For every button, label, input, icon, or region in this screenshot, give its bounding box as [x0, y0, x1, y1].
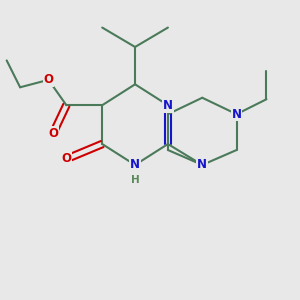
Text: O: O [48, 127, 58, 140]
Text: N: N [130, 158, 140, 171]
Text: N: N [163, 99, 173, 112]
Text: O: O [61, 152, 71, 166]
Text: H: H [131, 175, 140, 185]
Text: N: N [232, 108, 242, 121]
Text: O: O [44, 73, 53, 86]
Text: N: N [197, 158, 207, 171]
